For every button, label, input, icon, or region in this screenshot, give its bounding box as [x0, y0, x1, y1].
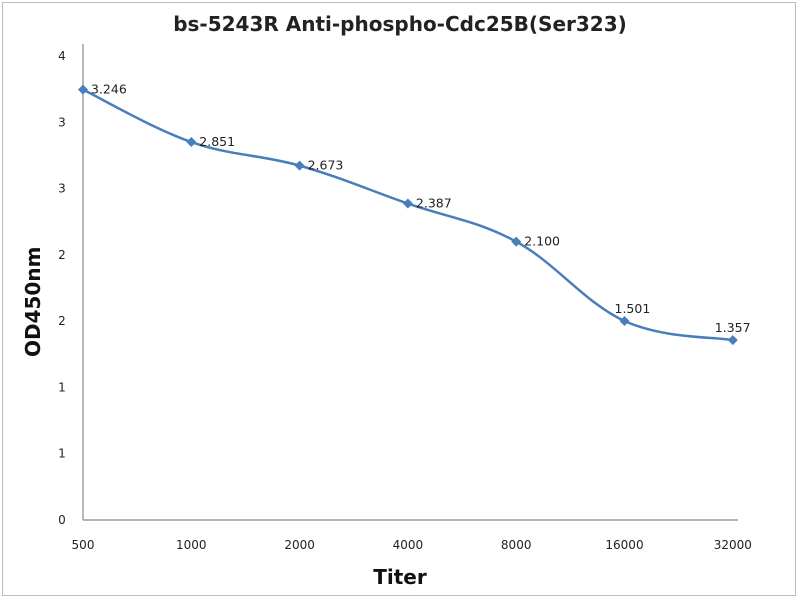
- x-tick-label: 1000: [176, 538, 207, 552]
- data-label: 2.100: [524, 234, 560, 249]
- y-tick-label: 1: [58, 380, 66, 394]
- data-label: 2.387: [416, 196, 452, 211]
- data-point-marker: [294, 160, 305, 171]
- data-point-marker: [186, 137, 197, 148]
- data-label: 2.851: [199, 134, 235, 149]
- data-point-marker: [511, 236, 522, 247]
- data-label: 2.673: [308, 158, 344, 173]
- data-point-marker: [727, 335, 738, 346]
- data-point-marker: [78, 84, 88, 95]
- x-tick-label: 16000: [605, 538, 643, 552]
- x-axis-label: Titer: [373, 565, 427, 589]
- y-tick-label: 2: [58, 314, 66, 328]
- y-tick-label: 4: [58, 49, 66, 63]
- data-label: 1.357: [715, 320, 751, 335]
- y-tick-label: 3: [58, 115, 66, 129]
- x-tick-label: 4000: [393, 538, 424, 552]
- x-tick-label: 500: [72, 538, 95, 552]
- chart-title: bs-5243R Anti-phospho-Cdc25B(Ser323): [173, 12, 627, 36]
- y-tick-label: 1: [58, 447, 66, 461]
- y-tick-label: 0: [58, 513, 66, 527]
- y-tick-label: 3: [58, 182, 66, 196]
- x-tick-label: 2000: [284, 538, 315, 552]
- data-point-marker: [619, 316, 630, 327]
- y-tick-label: 2: [58, 248, 66, 262]
- x-tick-label: 8000: [501, 538, 532, 552]
- x-tick-label: 32000: [714, 538, 752, 552]
- data-point-marker: [402, 198, 413, 209]
- data-label: 1.501: [615, 301, 651, 316]
- data-label: 3.246: [91, 82, 127, 97]
